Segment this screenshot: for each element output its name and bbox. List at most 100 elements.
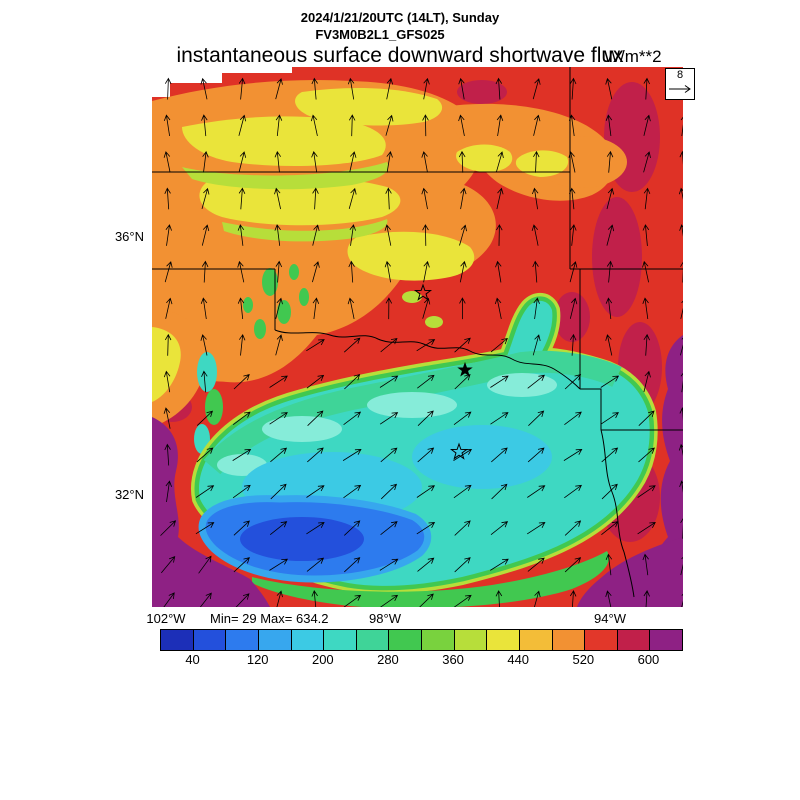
wind-arrow [237, 297, 245, 320]
wind-arrow [605, 553, 613, 576]
wind-arrow [680, 116, 683, 137]
wind-arrow [417, 447, 435, 463]
wind-arrow [422, 114, 429, 137]
state-boundaries [152, 67, 683, 598]
flux-field-blue-core [198, 495, 432, 583]
colorbar-tick-label: 520 [572, 652, 595, 667]
wind-arrow [200, 334, 208, 356]
wind-arrow [605, 334, 613, 356]
wind-arrow [344, 557, 361, 573]
wind-arrow [416, 485, 435, 498]
wind-arrow [201, 224, 210, 246]
wind-arrow [269, 558, 289, 571]
wind-arrow [306, 557, 325, 572]
wind-arrow [680, 261, 683, 283]
wind-arrow [163, 114, 171, 137]
wind-arrow [417, 410, 434, 426]
wind-arrow [417, 374, 435, 389]
wind-arrow [421, 151, 428, 173]
wind-arrow [200, 297, 208, 320]
wind-arrow [494, 297, 502, 319]
wind-arrow [269, 375, 288, 388]
wind-arrow [454, 374, 471, 390]
wind-arrow [600, 412, 619, 425]
wind-arrow [238, 333, 246, 356]
wind-arrow [459, 260, 467, 283]
wind-arrow [532, 260, 539, 283]
wind-arrow [201, 187, 210, 210]
wind-arrow [163, 370, 171, 393]
wind-arrow [526, 522, 546, 535]
wind-arrow [606, 260, 614, 283]
wind-arrow [453, 484, 472, 499]
wind-arrow [165, 480, 172, 503]
wind-arrow [164, 187, 171, 210]
wind-arrow [637, 485, 656, 498]
wind-arrow [605, 77, 613, 100]
wind-arrow [643, 114, 651, 136]
wind-arrow [601, 447, 619, 463]
wind-arrow [343, 411, 362, 426]
wind-arrow [344, 520, 361, 536]
wind-arrow [384, 224, 392, 246]
plot-datetime: 2024/1/21/20UTC (14LT), Sunday [300, 10, 500, 25]
wind-arrow [643, 590, 650, 607]
wind-arrow [643, 370, 651, 393]
wind-arrow [490, 521, 509, 536]
lon-tick-102w: 102°W [146, 611, 186, 626]
colorbar-segment [519, 630, 553, 650]
flux-field-lime [182, 162, 443, 328]
colorbar-tick-label: 440 [507, 652, 530, 667]
wind-arrow [642, 297, 649, 320]
wind-reference-value: 8 [676, 69, 684, 81]
wind-arrow [270, 447, 288, 463]
wind-arrow [569, 77, 577, 100]
plot-units: W/m**2 [604, 47, 662, 66]
wind-arrow [312, 187, 319, 210]
colorbar-segment [291, 630, 325, 650]
colorbar-tick-label: 600 [637, 652, 660, 667]
lat-tick-36n: 36°N [114, 229, 144, 244]
wind-arrow [233, 374, 250, 390]
wind-arrow [564, 484, 582, 499]
wind-arrow [310, 114, 318, 136]
wind-arrow [312, 297, 320, 320]
wind-arrow [527, 485, 546, 498]
wind-arrow [605, 297, 613, 320]
flux-field-green-band [252, 551, 609, 607]
colorbar-segment [161, 630, 194, 650]
wind-arrow [312, 261, 320, 283]
wind-arrow [232, 484, 251, 499]
wind-arrow [275, 78, 283, 100]
wind-arrow [312, 224, 320, 246]
wind-arrow [416, 339, 436, 352]
wind-arrow [270, 483, 287, 500]
wind-arrow [564, 520, 582, 536]
colorbar-tick-label: 120 [246, 652, 269, 667]
wind-arrow [274, 224, 281, 246]
wind-arrow [238, 114, 247, 136]
wind-arrow [238, 77, 246, 100]
wind-arrow [164, 333, 172, 356]
wind-arrow [344, 374, 361, 390]
wind-arrow [490, 375, 509, 388]
lon-tick-94w: 94°W [594, 611, 626, 626]
wind-arrow [311, 150, 318, 173]
plot-model-id: FV3M0B2L1_GFS025 [315, 27, 445, 42]
wind-arrow [680, 300, 683, 319]
colorbar-segment [389, 630, 422, 650]
map-plot [152, 67, 683, 607]
wind-arrow [678, 187, 683, 200]
wind-arrow [605, 114, 613, 137]
wind-arrow [201, 114, 208, 137]
wind-arrow [606, 187, 615, 210]
wind-arrow [679, 224, 683, 237]
wind-arrow [568, 114, 576, 137]
wind-arrow [237, 260, 245, 283]
wind-arrow [237, 224, 245, 246]
wind-arrow [606, 150, 614, 173]
wind-arrow [343, 337, 361, 353]
wind-arrow [386, 77, 394, 100]
wind-arrow [496, 114, 504, 137]
